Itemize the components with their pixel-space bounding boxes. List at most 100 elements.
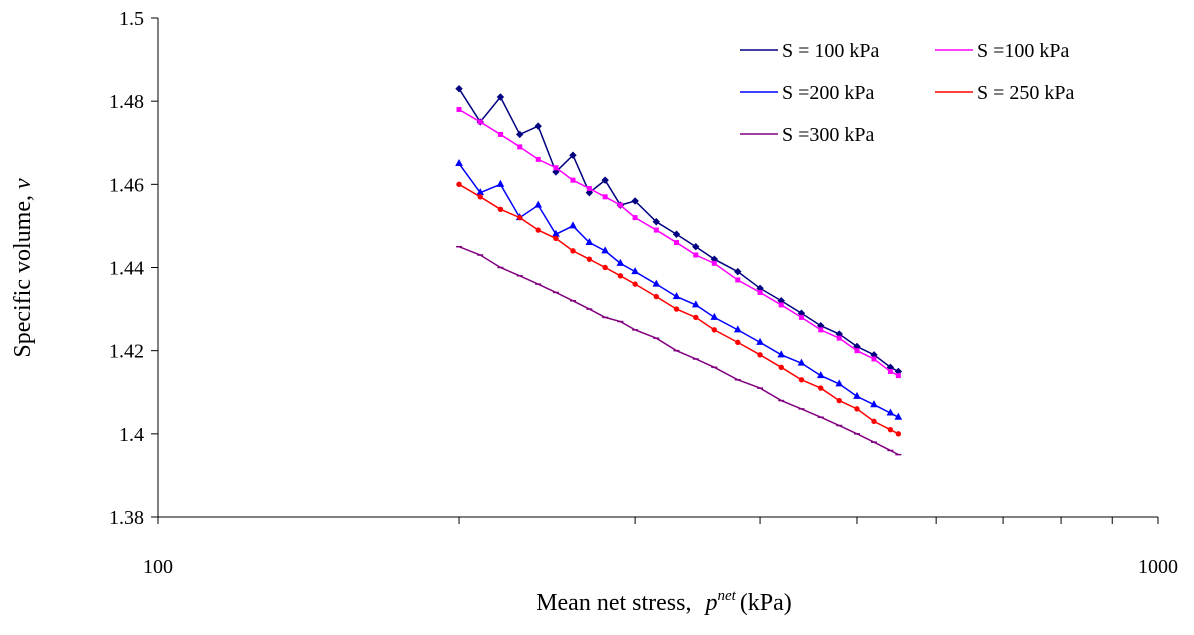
marker <box>496 179 505 187</box>
marker <box>652 279 661 287</box>
y-tick-label: 1.46 <box>109 174 144 196</box>
marker <box>756 337 764 345</box>
marker <box>517 144 523 150</box>
marker <box>535 156 541 162</box>
marker <box>653 293 660 300</box>
marker <box>616 258 625 266</box>
x-label-superscript: net <box>717 588 736 604</box>
marker <box>585 188 594 197</box>
marker <box>735 339 741 346</box>
marker <box>835 379 844 387</box>
legend-label: S = 100 kPa <box>782 40 880 62</box>
marker <box>456 106 462 112</box>
marker <box>710 312 719 320</box>
x-tick-label: 1000 <box>1138 556 1178 578</box>
marker <box>836 397 842 404</box>
legend-label: S =200 kPa <box>782 82 875 104</box>
y-tick-label: 1.38 <box>109 507 144 529</box>
marker <box>617 273 624 279</box>
marker <box>674 240 680 246</box>
marker <box>535 227 541 233</box>
legend-label: S =300 kPa <box>782 124 875 146</box>
marker <box>477 119 483 125</box>
marker <box>631 197 639 205</box>
marker <box>887 426 894 433</box>
legend-label: S = 250 kPa <box>977 82 1075 104</box>
marker <box>516 130 524 139</box>
marker <box>797 358 806 366</box>
marker <box>652 218 661 226</box>
marker <box>569 221 577 229</box>
marker <box>569 151 577 159</box>
marker <box>601 246 610 254</box>
marker <box>602 264 608 271</box>
x-axis-label: Mean net stress, pnet (kPa) <box>536 588 792 616</box>
marker <box>456 181 462 188</box>
marker <box>653 227 659 233</box>
marker <box>854 348 860 354</box>
marker <box>871 418 877 425</box>
marker <box>894 412 903 420</box>
x-label-unit: (kPa) <box>740 590 792 616</box>
marker <box>570 177 576 183</box>
marker <box>586 185 592 191</box>
marker <box>496 93 505 101</box>
marker <box>757 352 763 358</box>
marker <box>553 165 559 171</box>
marker <box>711 327 718 333</box>
y-tick-label: 1.44 <box>109 258 144 280</box>
marker <box>816 371 825 379</box>
marker <box>733 325 742 333</box>
y-label-text: Specific volume, <box>10 195 36 358</box>
marker <box>778 364 784 370</box>
marker <box>534 200 543 208</box>
marker <box>570 248 576 254</box>
x-label-text: Mean net stress, <box>536 590 691 616</box>
marker <box>477 194 483 200</box>
marker <box>455 158 463 167</box>
marker <box>631 267 639 275</box>
y-tick-label: 1.42 <box>109 341 144 363</box>
marker <box>693 314 699 321</box>
marker <box>691 300 700 308</box>
marker <box>887 368 893 374</box>
marker <box>818 385 824 391</box>
marker <box>836 335 842 341</box>
marker <box>711 260 717 266</box>
marker <box>632 215 638 221</box>
y-label-symbol: v <box>10 178 36 189</box>
marker <box>757 289 763 295</box>
x-tick-label: 100 <box>143 556 173 578</box>
marker <box>672 292 681 300</box>
marker <box>886 408 895 416</box>
y-axis-label: Specific volume, v <box>10 178 36 358</box>
marker <box>534 122 542 130</box>
marker <box>517 214 523 221</box>
marker <box>552 168 560 176</box>
marker <box>673 306 680 312</box>
y-tick-label: 1.5 <box>119 8 144 30</box>
marker <box>895 431 902 437</box>
marker <box>734 267 742 276</box>
marker <box>692 243 700 251</box>
marker <box>601 176 609 184</box>
marker <box>617 202 623 208</box>
series-line <box>458 163 899 418</box>
marker <box>854 406 860 412</box>
marker <box>798 314 804 320</box>
marker <box>693 252 699 258</box>
marker <box>777 350 786 358</box>
marker <box>672 230 681 238</box>
marker <box>871 356 877 362</box>
y-tick-label: 1.48 <box>109 91 144 113</box>
marker <box>735 277 741 283</box>
marker <box>497 206 504 212</box>
marker <box>602 194 608 200</box>
legend-label: S =100 kPa <box>977 40 1070 62</box>
x-label-symbol: p <box>703 590 717 616</box>
marker <box>586 256 593 262</box>
marker <box>455 84 463 93</box>
marker <box>585 238 594 246</box>
marker <box>818 327 824 333</box>
